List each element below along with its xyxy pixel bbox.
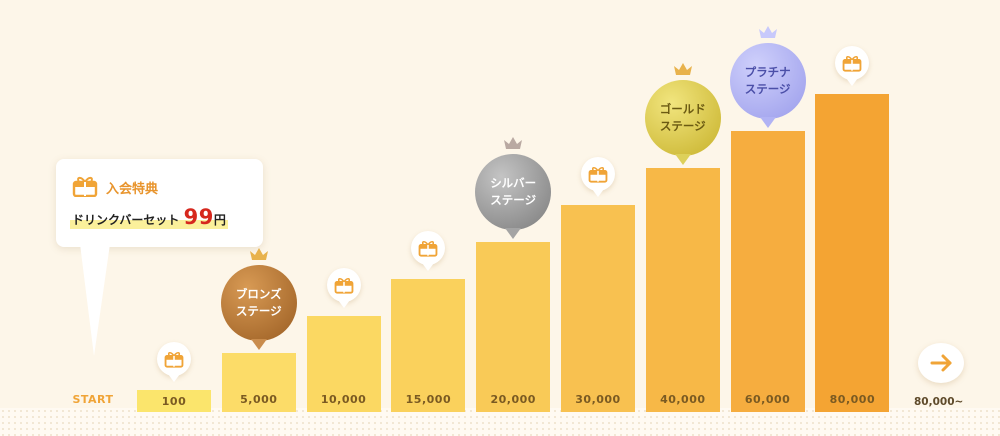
reward-gift-marker bbox=[157, 342, 191, 382]
tier-bar bbox=[730, 131, 805, 412]
tier-threshold-label: 100 bbox=[161, 395, 187, 408]
tier-bar bbox=[306, 316, 381, 412]
reward-gift-marker bbox=[326, 268, 361, 308]
tier-bar bbox=[137, 390, 211, 412]
start-label: START bbox=[72, 393, 114, 406]
crown-icon bbox=[758, 26, 777, 38]
tier-bar bbox=[391, 279, 466, 412]
reward-gift-marker bbox=[581, 157, 615, 197]
reward-gift-marker bbox=[411, 231, 446, 271]
gift-icon bbox=[419, 240, 438, 257]
tier-threshold-label: 5,000 bbox=[240, 393, 278, 406]
welcome-callout: 入会特典 ドリンクバーセット 99円 bbox=[56, 159, 263, 247]
tier-bar bbox=[645, 168, 720, 412]
welcome-unit: 円 bbox=[213, 213, 226, 227]
stage-label: ブロンズ ステージ bbox=[235, 287, 282, 318]
gift-icon bbox=[334, 277, 353, 294]
welcome-price: 99 bbox=[183, 205, 214, 229]
welcome-offer: ドリンクバーセット 99円 bbox=[70, 205, 228, 229]
stage-badge-silver: シルバー ステージ bbox=[475, 154, 552, 239]
tier-bar bbox=[476, 242, 551, 412]
tier-threshold-label: 20,000 bbox=[490, 393, 536, 406]
tier-bar bbox=[561, 205, 635, 412]
gift-icon bbox=[164, 351, 184, 368]
next-arrow-button[interactable] bbox=[918, 343, 964, 383]
tier-threshold-label: 60,000 bbox=[744, 393, 791, 406]
gift-icon bbox=[72, 176, 98, 197]
gift-icon bbox=[843, 55, 862, 72]
arrow-right-icon bbox=[930, 354, 952, 372]
tier-bar bbox=[815, 94, 890, 412]
crown-icon bbox=[504, 137, 523, 149]
tier-threshold-label: 40,000 bbox=[660, 393, 706, 406]
stage-badge-platinum: プラチナ ステージ bbox=[729, 43, 806, 128]
tier-threshold-label: 10,000 bbox=[320, 393, 367, 406]
stage-badge-gold: ゴールド ステージ bbox=[644, 80, 721, 165]
callout-tail bbox=[80, 244, 110, 356]
crown-icon bbox=[249, 248, 268, 260]
end-label: 80,000~ bbox=[914, 396, 964, 408]
welcome-offer-text: ドリンクバーセット bbox=[72, 213, 180, 227]
tier-threshold-label: 80,000 bbox=[829, 393, 876, 406]
floor-pattern bbox=[0, 408, 1000, 436]
reward-gift-marker bbox=[835, 46, 870, 86]
stage-label: プラチナ ステージ bbox=[744, 65, 791, 96]
stage-label: シルバー ステージ bbox=[490, 176, 537, 207]
welcome-title: 入会特典 bbox=[106, 182, 159, 197]
stage-badge-bronze: ブロンズ ステージ bbox=[220, 265, 297, 350]
gift-icon bbox=[588, 166, 608, 183]
crown-icon bbox=[673, 63, 692, 75]
stage-label: ゴールド ステージ bbox=[659, 102, 706, 133]
tier-threshold-label: 15,000 bbox=[405, 393, 452, 406]
tier-bar bbox=[221, 353, 296, 412]
tier-threshold-label: 30,000 bbox=[575, 393, 621, 406]
